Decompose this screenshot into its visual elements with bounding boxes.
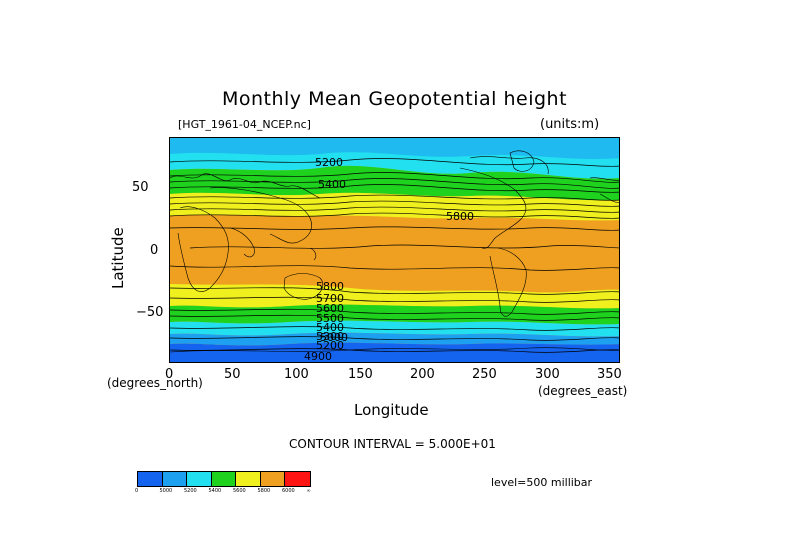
colorbar-swatch [187, 472, 212, 486]
colorbar-swatch [138, 472, 163, 486]
colorbar-swatch [211, 472, 236, 486]
contour-label: 5400 [316, 321, 344, 334]
x-axis-units: (degrees_east) [538, 384, 628, 398]
x-tick-label: 150 [348, 367, 373, 382]
colorbar-label: 5000 [159, 488, 173, 494]
y-tick-label: −50 [136, 305, 164, 320]
y-tick-label: 0 [150, 243, 159, 258]
colorbar-label: 5800 [257, 488, 271, 494]
x-axis-label: Longitude [354, 401, 429, 419]
y-tick-label: 50 [132, 180, 149, 195]
geopotential-map: 5200 5400 5800 5800 5700 5600 5500 5400 … [169, 137, 620, 363]
x-tick-label: 300 [535, 367, 560, 382]
contour-label: 5800 [446, 210, 474, 223]
contour-label: 5000 [320, 331, 348, 344]
file-label: [HGT_1961-04_NCEP.nc] [178, 118, 311, 131]
x-tick-label: 0 [165, 367, 174, 382]
colorbar-label: 0 [135, 488, 139, 494]
level-label: level=500 millibar [491, 476, 593, 489]
colorbar-label: 5200 [184, 488, 197, 494]
contour-label: 5200 [315, 156, 343, 169]
colorbar-swatch [285, 472, 310, 486]
y-axis-units: (degrees_north) [107, 376, 203, 390]
x-tick-label: 250 [472, 367, 497, 382]
colorbar-label: 5600 [233, 488, 246, 494]
units-label: (units:m) [540, 117, 600, 132]
map-svg: 5200 5400 5800 5800 5700 5600 5500 5400 … [170, 138, 619, 363]
contour-label: 5400 [318, 178, 346, 191]
colorbar-swatch [162, 472, 187, 486]
contour-interval: CONTOUR INTERVAL = 5.000E+01 [289, 437, 496, 451]
contour-label: 4900 [304, 350, 332, 363]
contour-label: 5300 [316, 330, 344, 343]
colorbar-swatch [260, 472, 285, 486]
contour-label: 5800 [316, 280, 344, 293]
colorbar-label: 6000 [282, 488, 295, 494]
x-tick-label: 100 [284, 367, 309, 382]
colorbar [137, 471, 311, 487]
colorbar-label: 5400 [208, 488, 222, 494]
contour-labels: 5200 5400 5800 5800 5700 5600 5500 5400 … [304, 156, 474, 363]
map-title: Monthly Mean Geopotential height [221, 88, 568, 110]
contour-label: 5700 [316, 292, 344, 305]
x-tick-label: 200 [410, 367, 435, 382]
contour-label: 5200 [316, 339, 344, 352]
contour-label: 5500 [316, 312, 344, 325]
x-tick-label: 50 [224, 367, 241, 382]
colorbar-swatch [236, 472, 261, 486]
colorbar-label: ∞ [306, 488, 311, 494]
x-tick-label: 350 [597, 367, 622, 382]
y-axis-label: Latitude [109, 227, 127, 289]
contour-label: 5600 [316, 302, 344, 315]
